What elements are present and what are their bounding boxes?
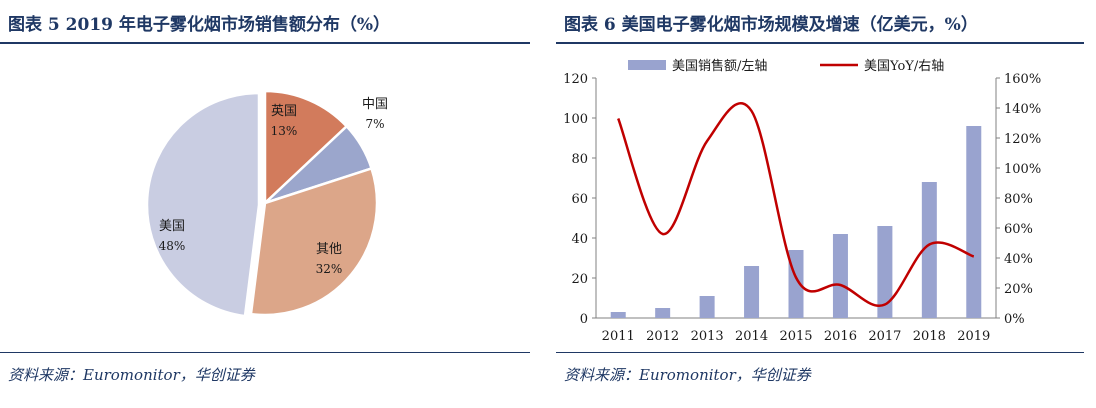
legend-bar-swatch bbox=[628, 60, 666, 70]
yoy-line bbox=[617, 102, 975, 308]
pie-slice bbox=[263, 89, 349, 206]
right-tick-label: 20% bbox=[1004, 282, 1033, 297]
left-tick-label: 0 bbox=[580, 312, 588, 327]
bar bbox=[877, 226, 893, 318]
figure-6-bottom-rule bbox=[556, 352, 1084, 353]
pie-slice bbox=[145, 91, 261, 318]
right-tick-label: 120% bbox=[1004, 132, 1041, 147]
figure-5-title: 图表 5 2019 年电子雾化烟市场销售额分布（%） bbox=[8, 15, 391, 35]
x-tick-label: 2013 bbox=[691, 329, 724, 344]
x-tick-label: 2016 bbox=[824, 329, 857, 344]
right-tick-label: 160% bbox=[1004, 72, 1041, 87]
pie-slice-label: 32% bbox=[316, 262, 343, 276]
pie-slice-label: 7% bbox=[365, 117, 384, 131]
pie-slice-name: 其他 bbox=[316, 242, 342, 257]
pie-chart: 英国 13% 中国 7% 其他 32% 美国 48% bbox=[145, 89, 388, 318]
x-tick-label: 2019 bbox=[957, 329, 990, 344]
right-tick-label: 80% bbox=[1004, 192, 1033, 207]
left-tick-label: 20 bbox=[571, 272, 588, 287]
left-tick-label: 120 bbox=[563, 72, 588, 87]
figure-5-top-rule bbox=[0, 42, 530, 44]
left-tick-label: 40 bbox=[571, 232, 588, 247]
pie-slice-name: 中国 bbox=[362, 97, 388, 112]
pie-slice-label: 13% bbox=[271, 124, 298, 138]
left-tick-label: 60 bbox=[571, 192, 588, 207]
right-tick-label: 60% bbox=[1004, 222, 1033, 237]
combo-chart: 0 20 40 60 80 100 120 0% 20% 40% 60% 80% 100% 120% 140… bbox=[563, 58, 1041, 344]
left-tick-label: 80 bbox=[571, 152, 588, 167]
bar bbox=[610, 312, 626, 318]
x-tick-label: 2015 bbox=[779, 329, 812, 344]
left-tick-label: 100 bbox=[563, 112, 588, 127]
x-tick-label: 2012 bbox=[646, 329, 679, 344]
bar bbox=[699, 296, 715, 318]
figure-6-panel: 图表 6 美国电子雾化烟市场规模及增速（亿美元，%） 0 20 40 60 80 100 1… bbox=[556, 0, 1096, 408]
bar bbox=[655, 308, 671, 318]
x-tick-label: 2018 bbox=[913, 329, 946, 344]
pie-slice-name: 美国 bbox=[159, 219, 185, 234]
pie-slice-name: 英国 bbox=[271, 104, 297, 119]
legend-line-label: 美国YoY/右轴 bbox=[864, 59, 944, 74]
pie-slice-label: 48% bbox=[159, 239, 186, 253]
right-tick-label: 100% bbox=[1004, 162, 1041, 177]
figure-5-source: 资料来源：Euromonitor，华创证券 bbox=[8, 366, 255, 384]
bar bbox=[921, 182, 937, 318]
legend-bar-label: 美国销售额/左轴 bbox=[672, 58, 767, 74]
figure-6-top-rule bbox=[556, 42, 1084, 44]
right-tick-label: 40% bbox=[1004, 252, 1033, 267]
x-tick-label: 2011 bbox=[602, 329, 635, 344]
x-tick-label: 2014 bbox=[735, 329, 768, 344]
bar bbox=[744, 266, 760, 318]
right-tick-label: 140% bbox=[1004, 102, 1041, 117]
right-tick-label: 0% bbox=[1004, 312, 1025, 327]
figure-6-source: 资料来源：Euromonitor，华创证券 bbox=[564, 366, 811, 384]
figure-5-bottom-rule bbox=[0, 352, 530, 353]
pie-slice bbox=[249, 166, 379, 317]
bar bbox=[832, 234, 848, 318]
bar bbox=[966, 126, 982, 318]
figure-6-title: 图表 6 美国电子雾化烟市场规模及增速（亿美元，%） bbox=[564, 15, 978, 35]
x-tick-label: 2017 bbox=[868, 329, 901, 344]
figure-5-panel: 图表 5 2019 年电子雾化烟市场销售额分布（%） 英国 13% 中国 7% 其他 32… bbox=[0, 0, 530, 408]
